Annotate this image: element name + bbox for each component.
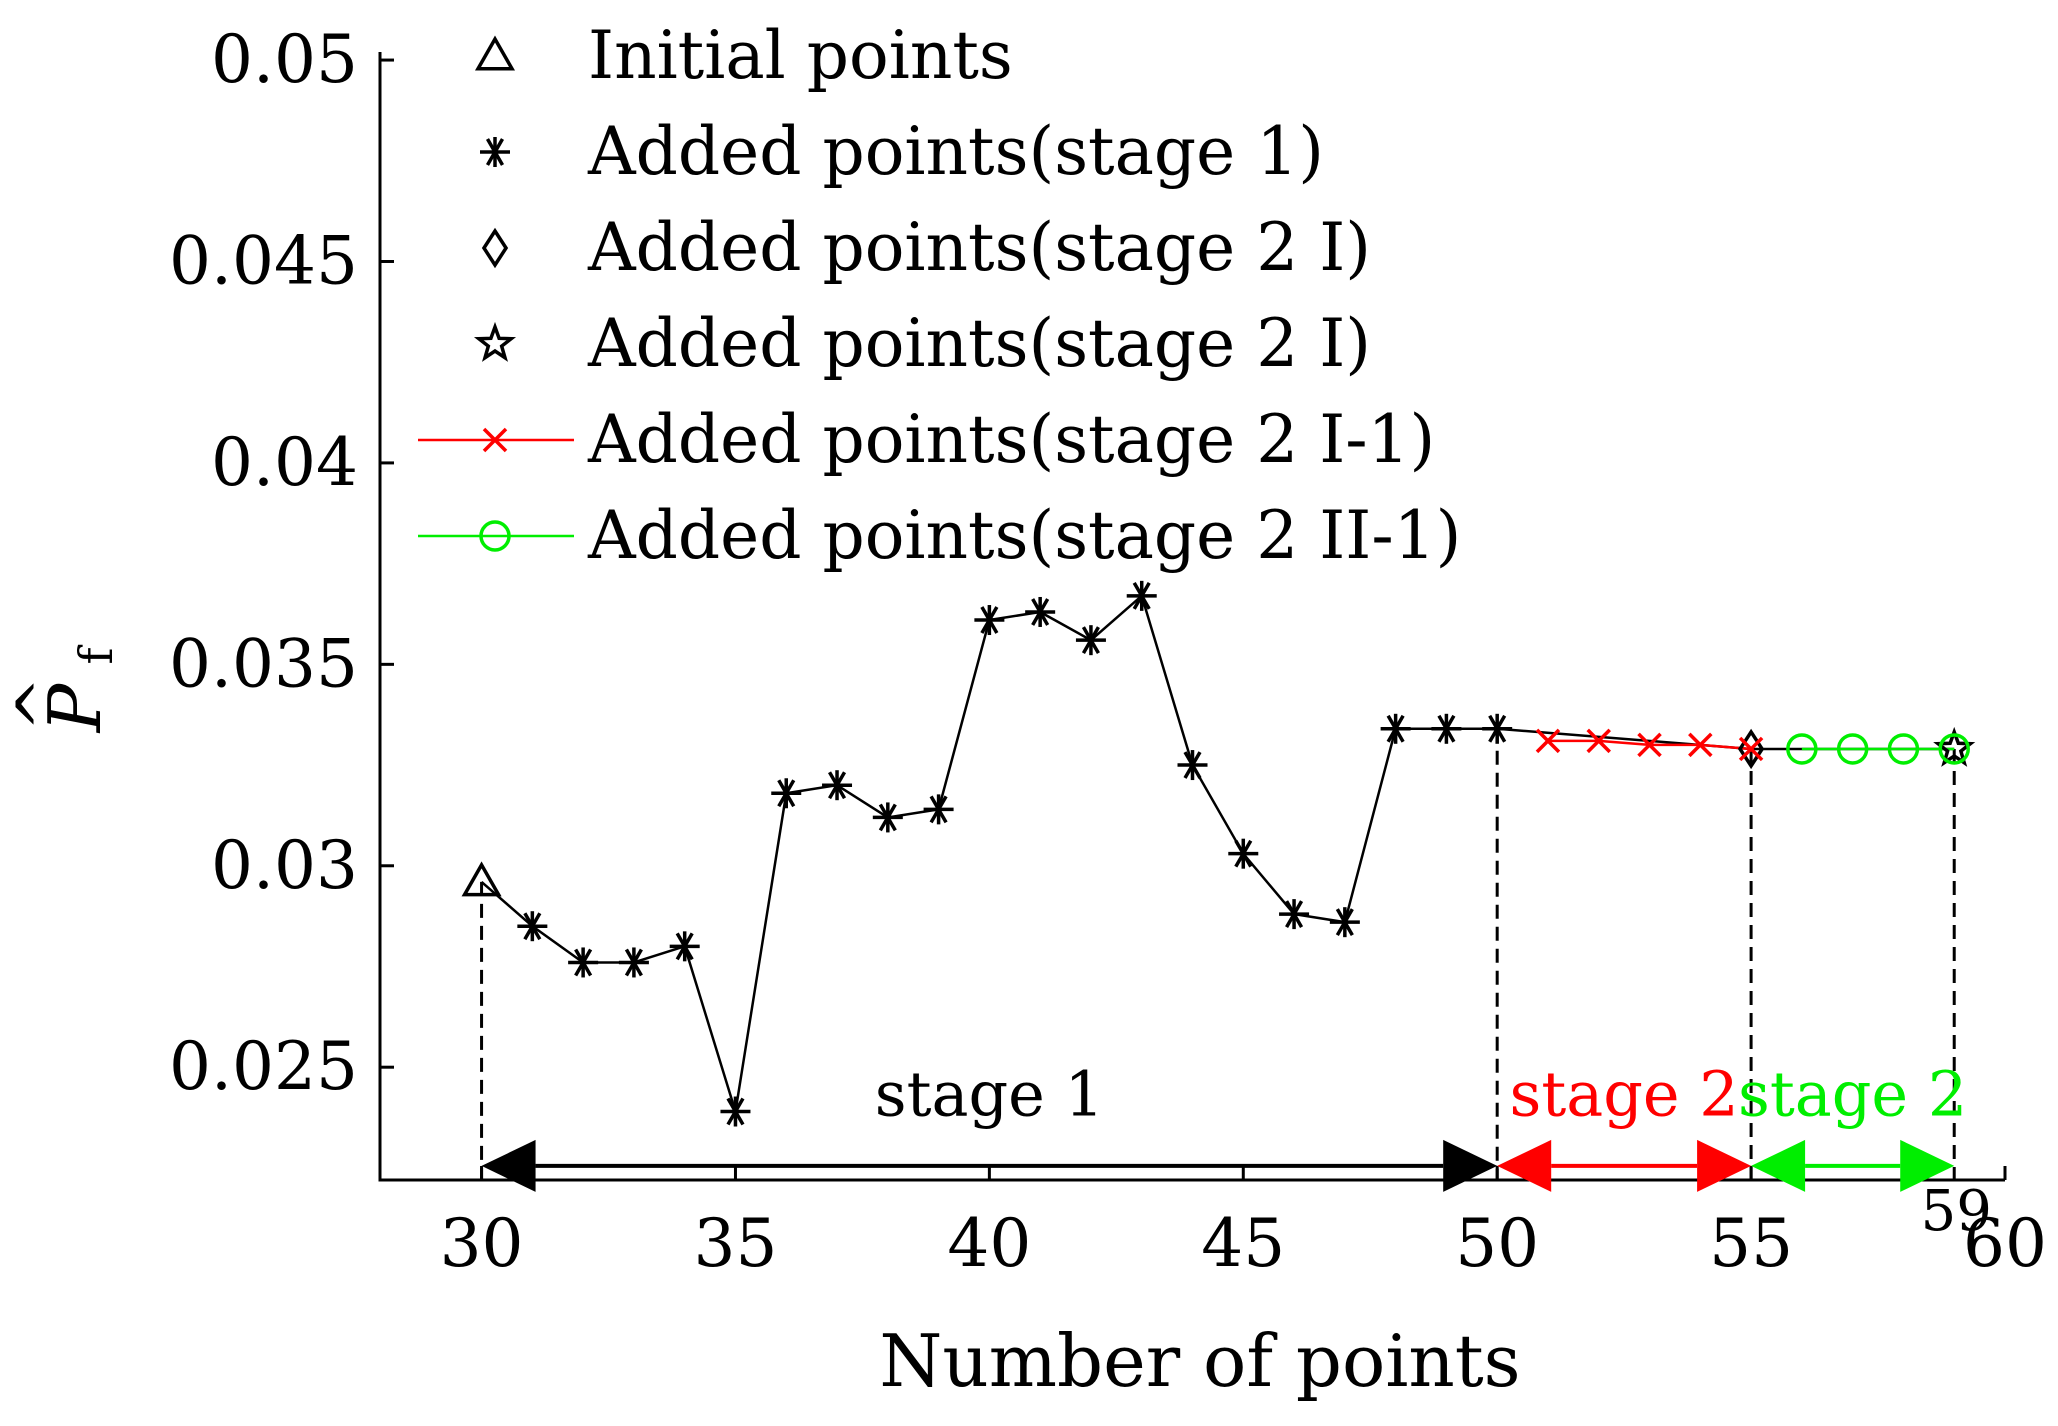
y-axis-title-main: P <box>33 682 117 734</box>
data-point-asterisk <box>923 794 954 825</box>
stage-arrow: stage 2 <box>1497 1058 1752 1192</box>
data-point-circle <box>1938 733 1970 765</box>
data-point-asterisk <box>1329 907 1360 938</box>
data-point-asterisk <box>822 770 853 801</box>
stage-label: stage 2 <box>1738 1058 1967 1131</box>
data-point-asterisk <box>618 947 649 978</box>
x-tick-label: 40 <box>947 1205 1031 1282</box>
y-tick-label: 0.03 <box>211 827 358 904</box>
legend-label: Added points(stage 1) <box>587 113 1324 190</box>
stage-arrow-head-right <box>1900 1139 1955 1192</box>
data-point-asterisk <box>1431 713 1462 744</box>
series-lines <box>480 593 1955 1112</box>
legend-entry: Initial points <box>474 17 1013 94</box>
data-point-asterisk <box>669 931 700 962</box>
legend-entry: Added points(stage 1) <box>480 113 1324 190</box>
data-point-circle <box>1836 733 1869 765</box>
y-tick-label: 0.025 <box>169 1028 358 1105</box>
data-point-asterisk <box>1228 838 1259 869</box>
legend-entry: Added points(stage 2 I) <box>473 305 1371 382</box>
legend-entry: Added points(stage 2 I) <box>481 209 1371 286</box>
data-point-asterisk <box>771 778 802 809</box>
data-point-x <box>1688 732 1713 758</box>
x-tick-label: 60 <box>1963 1205 2047 1282</box>
x-tick-label-extra: 59 <box>1921 1179 1992 1244</box>
legend-entry: Added points(stage 2 I-1) <box>418 401 1435 478</box>
y-tick-label: 0.045 <box>169 222 358 299</box>
legend-marker-x <box>482 427 508 453</box>
y-tick-label: 0.05 <box>211 21 358 98</box>
legend-entry: Added points(stage 2 II-1) <box>418 497 1461 574</box>
y-tick-label: 0.04 <box>211 424 358 501</box>
data-markers <box>461 580 1976 1127</box>
x-tick-label: 35 <box>693 1205 777 1282</box>
data-point-x <box>1738 736 1764 762</box>
data-point-asterisk <box>1482 713 1513 744</box>
data-point-asterisk <box>974 605 1005 636</box>
data-point-asterisk <box>1279 899 1310 930</box>
data-point-asterisk <box>1177 750 1208 781</box>
legend: Initial points Added points(stage 1) Added… <box>418 17 1461 574</box>
stage-label: stage 1 <box>875 1058 1104 1131</box>
data-point-asterisk <box>872 802 903 833</box>
data-point-x <box>1637 732 1662 758</box>
data-point-triangle <box>461 861 502 897</box>
legend-label: Added points(stage 2 I) <box>587 209 1371 286</box>
x-axis-title: Number of points <box>879 1319 1520 1403</box>
legend-marker-triangle <box>474 35 516 71</box>
data-point-x <box>1586 728 1611 754</box>
legend-label: Added points(stage 2 I-1) <box>587 401 1435 478</box>
stage-arrow-head-left <box>481 1139 536 1192</box>
legend-label: Added points(stage 2 I) <box>587 305 1371 382</box>
connecting-line <box>480 593 1955 1112</box>
legend-label: Initial points <box>588 17 1013 94</box>
x-tick-label: 55 <box>1709 1205 1793 1282</box>
stage-arrow-head-left <box>1751 1139 1806 1192</box>
y-axis-title-hat: ^ <box>3 676 80 731</box>
y-axis-title-sub: f <box>69 645 123 665</box>
legend-label: Added points(stage 2 II-1) <box>587 497 1461 574</box>
stage-arrow-head-right <box>1697 1139 1752 1192</box>
data-point-asterisk <box>568 947 599 978</box>
data-point-x <box>1535 728 1561 754</box>
data-point-asterisk <box>720 1096 751 1127</box>
legend-marker-star <box>473 321 517 362</box>
data-point-asterisk <box>1075 625 1106 656</box>
x-tick-label: 50 <box>1455 1205 1539 1282</box>
data-point-asterisk <box>1380 713 1411 744</box>
stage-dividers <box>480 728 1956 1180</box>
data-point-asterisk <box>1126 580 1157 611</box>
y-tick-label: 0.035 <box>169 625 358 702</box>
stage-annotations: stage 1 stage 2 stage 2 <box>481 1058 1967 1192</box>
data-point-asterisk <box>1025 596 1056 627</box>
x-tick-label: 45 <box>1201 1205 1285 1282</box>
stage-arrow: stage 1 <box>481 1058 1498 1192</box>
stage-arrow: stage 2 <box>1738 1058 1967 1192</box>
data-point-circle <box>1786 733 1818 765</box>
legend-marker-diamond <box>481 227 509 269</box>
stage-arrow-head-right <box>1443 1139 1498 1192</box>
legend-marker-asterisk <box>480 137 510 167</box>
data-point-asterisk <box>517 911 548 942</box>
legend-marker-circle <box>479 520 511 552</box>
stage-arrow-head-left <box>1497 1139 1552 1192</box>
stage-label: stage 2 <box>1510 1058 1739 1131</box>
data-point-circle <box>1887 733 1920 765</box>
x-tick-label: 30 <box>440 1205 524 1282</box>
y-axis-title: P f ^ <box>3 645 123 735</box>
